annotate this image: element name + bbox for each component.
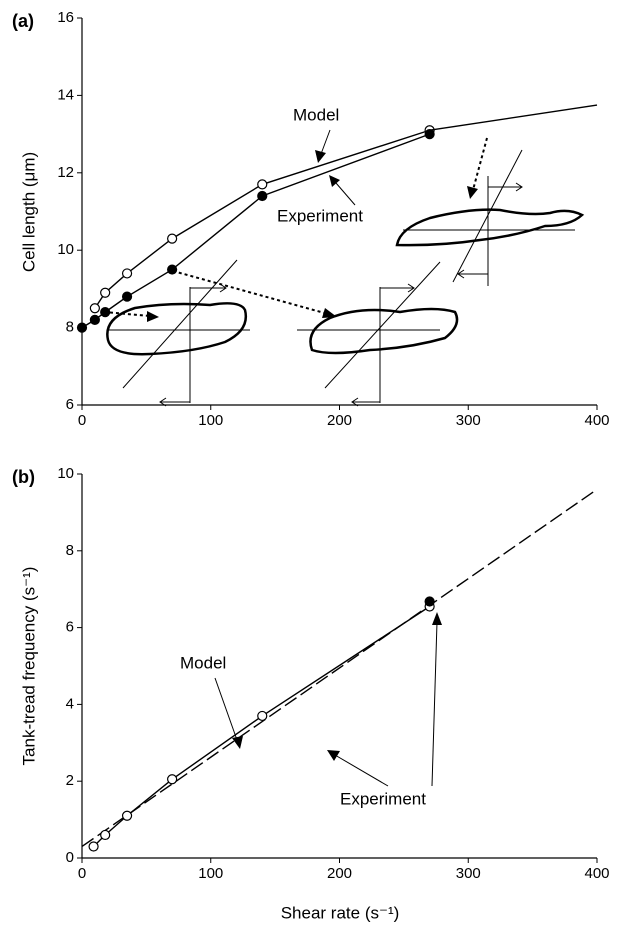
x-tick-label: 400	[584, 412, 609, 429]
y-tick-label: 8	[66, 542, 74, 559]
data-point	[89, 303, 100, 314]
annotation: Experiment	[340, 789, 426, 808]
x-tick-label: 200	[327, 865, 352, 882]
y-tick-label: 12	[57, 164, 74, 181]
data-point	[100, 307, 111, 318]
data-point	[257, 710, 268, 722]
data-point	[89, 314, 100, 325]
annotation-arrows	[315, 129, 356, 206]
dotted-arrows	[103, 137, 488, 322]
data-point	[167, 233, 178, 244]
y-tick-label: 16	[57, 9, 74, 26]
x-tick-label: 100	[198, 412, 223, 429]
data-point	[76, 322, 88, 333]
panel-label: (a)	[12, 11, 34, 31]
series-line	[81, 488, 598, 848]
data-point	[167, 264, 178, 275]
y-tick-label: 8	[66, 319, 74, 336]
data-point	[100, 287, 111, 298]
x-tick-label: 200	[327, 412, 352, 429]
data-point	[100, 829, 111, 841]
y-tick-label: 4	[66, 695, 74, 712]
cell-inset	[106, 259, 250, 407]
annotation: Experiment	[277, 206, 363, 225]
y-tick-label: 10	[57, 241, 74, 258]
data-point	[424, 596, 435, 607]
data-point	[88, 841, 99, 852]
cell-inset	[297, 261, 459, 407]
x-tick-label: 300	[456, 865, 481, 882]
data-point	[121, 291, 133, 302]
x-tick-label: 100	[198, 865, 223, 882]
y-tick-label: 14	[57, 86, 74, 103]
annotation-arrows	[214, 612, 442, 787]
data-point	[257, 179, 268, 190]
x-axis-label: Shear rate (s⁻¹)	[281, 903, 400, 922]
y-tick-label: 6	[66, 396, 74, 413]
data-point	[424, 129, 435, 140]
data-point	[121, 268, 133, 279]
x-tick-label: 0	[78, 412, 86, 429]
annotation: Model	[180, 653, 226, 672]
series-line	[94, 129, 430, 309]
x-tick-label: 300	[456, 412, 481, 429]
data-point	[121, 810, 133, 821]
series-line	[93, 605, 431, 847]
y-tick-label: 0	[66, 849, 74, 866]
y-tick-label: 6	[66, 619, 74, 636]
series-line	[81, 133, 430, 329]
y-axis-label: Cell length (μm)	[19, 152, 38, 272]
annotation: Model	[293, 105, 339, 124]
y-tick-label: 10	[57, 465, 74, 482]
x-tick-label: 0	[78, 865, 86, 882]
data-point	[257, 190, 268, 202]
data-point	[167, 774, 178, 785]
y-tick-label: 2	[66, 772, 74, 789]
cell-inset	[395, 149, 585, 286]
series-line	[429, 104, 598, 131]
y-axis-label: Tank-tread frequency (s⁻¹)	[19, 567, 38, 766]
x-tick-label: 400	[584, 865, 609, 882]
panel-label: (b)	[12, 467, 35, 487]
